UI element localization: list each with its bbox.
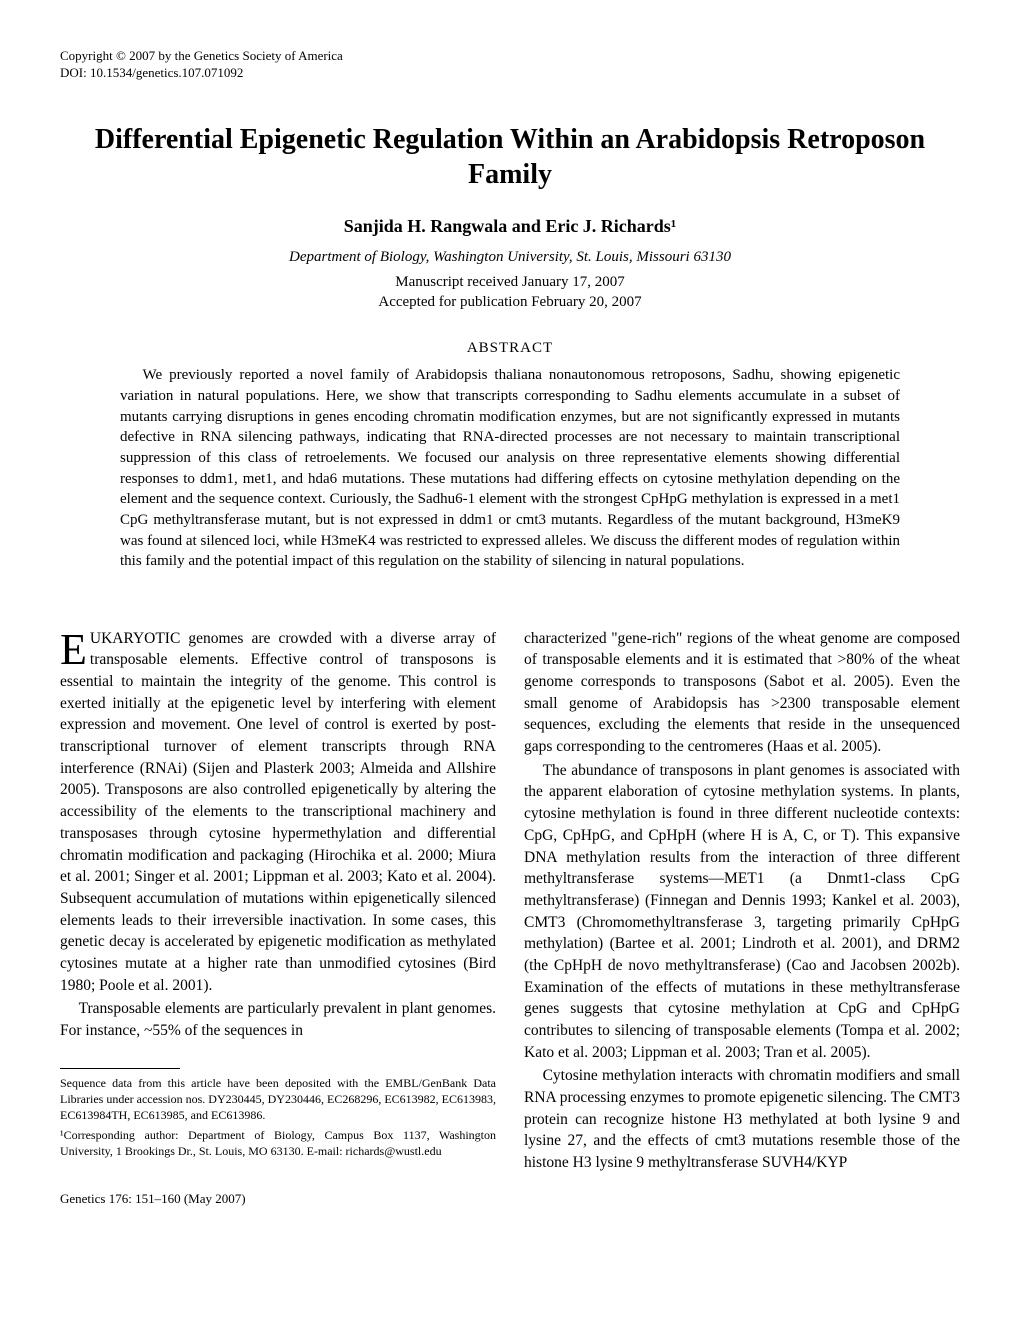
page-footer: Genetics 176: 151–160 (May 2007) bbox=[60, 1190, 496, 1208]
body-paragraph: Cytosine methylation interacts with chro… bbox=[524, 1065, 960, 1173]
footnote-deposit: Sequence data from this article have bee… bbox=[60, 1075, 496, 1124]
abstract-body: We previously reported a novel family of… bbox=[120, 365, 900, 572]
copyright-line: Copyright © 2007 by the Genetics Society… bbox=[60, 48, 960, 65]
authors: Sanjida H. Rangwala and Eric J. Richards… bbox=[60, 216, 960, 237]
doi-line: DOI: 10.1534/genetics.107.071092 bbox=[60, 65, 960, 82]
left-column: EUKARYOTIC genomes are crowded with a di… bbox=[60, 612, 496, 1208]
body-paragraph: characterized "gene-rich" regions of the… bbox=[524, 628, 960, 758]
body-paragraph: The abundance of transposons in plant ge… bbox=[524, 760, 960, 1064]
paragraph-text: UKARYOTIC genomes are crowded with a div… bbox=[60, 630, 496, 994]
body-columns: EUKARYOTIC genomes are crowded with a di… bbox=[60, 612, 960, 1208]
body-paragraph: EUKARYOTIC genomes are crowded with a di… bbox=[60, 628, 496, 997]
manuscript-dates: Manuscript received January 17, 2007 Acc… bbox=[60, 272, 960, 313]
abstract-heading: ABSTRACT bbox=[60, 340, 960, 357]
dropcap: E bbox=[60, 628, 90, 670]
body-paragraph: Transposable elements are particularly p… bbox=[60, 998, 496, 1041]
copyright-block: Copyright © 2007 by the Genetics Society… bbox=[60, 48, 960, 82]
article-title: Differential Epigenetic Regulation Withi… bbox=[60, 122, 960, 192]
accepted-date: Accepted for publication February 20, 20… bbox=[60, 292, 960, 312]
received-date: Manuscript received January 17, 2007 bbox=[60, 272, 960, 292]
footnote-corresponding: ¹Corresponding author: Department of Bio… bbox=[60, 1127, 496, 1159]
footnote-rule bbox=[60, 1068, 180, 1069]
affiliation: Department of Biology, Washington Univer… bbox=[60, 249, 960, 266]
right-column: characterized "gene-rich" regions of the… bbox=[524, 612, 960, 1208]
